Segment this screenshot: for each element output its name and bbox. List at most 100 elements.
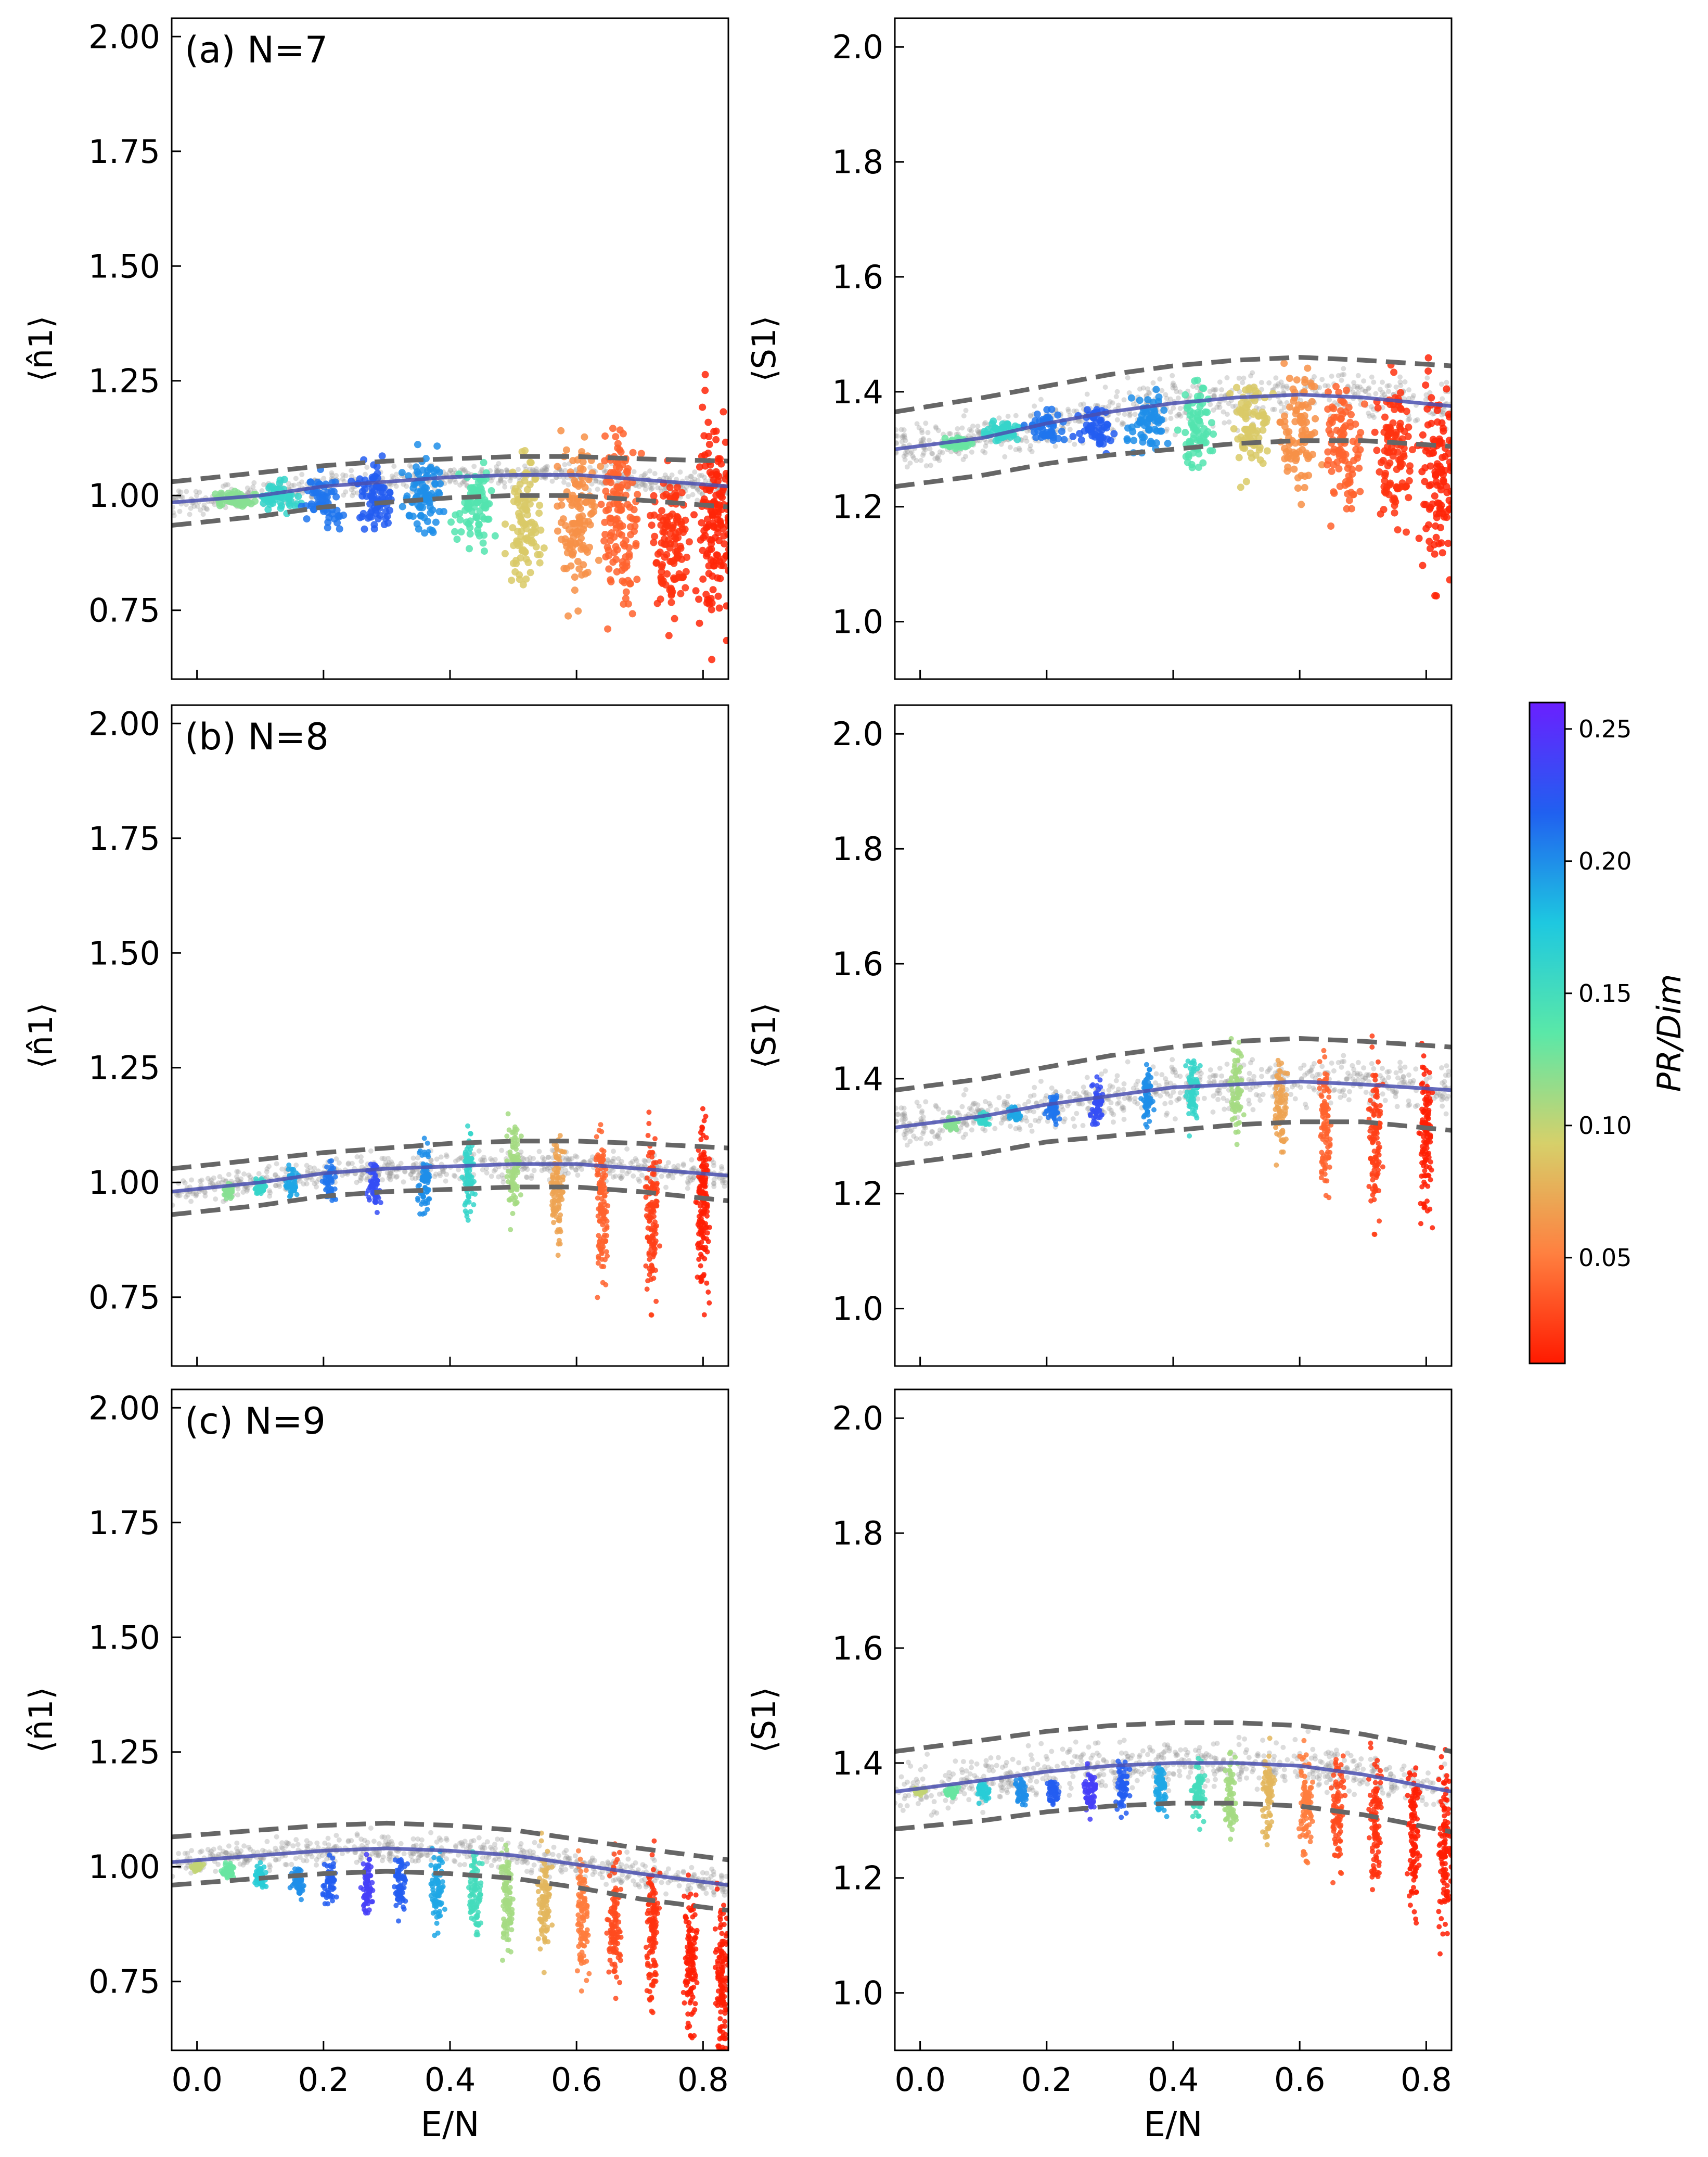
- background-point: [177, 1193, 183, 1198]
- scatter-point: [474, 529, 482, 537]
- scatter-point: [619, 558, 626, 566]
- background-point: [340, 472, 346, 478]
- scatter-point: [1325, 388, 1332, 396]
- scatter-point: [1445, 411, 1452, 418]
- background-point: [1077, 418, 1083, 424]
- background-point: [1140, 385, 1146, 391]
- background-point: [1365, 386, 1371, 392]
- background-point: [1386, 383, 1392, 388]
- scatter-point: [557, 427, 565, 435]
- scatter-point: [277, 502, 285, 510]
- background-point: [562, 468, 568, 474]
- background-point: [1168, 416, 1174, 422]
- background-point: [1258, 380, 1264, 386]
- scatter-point: [526, 569, 534, 577]
- scatter-point: [666, 483, 674, 491]
- background-point: [642, 1163, 648, 1168]
- scatter-point: [1058, 428, 1065, 435]
- background-point: [408, 1171, 414, 1177]
- background-point: [559, 468, 564, 474]
- background-point: [450, 470, 455, 476]
- background-point: [199, 1177, 204, 1183]
- background-point: [1329, 373, 1334, 379]
- background-point: [504, 467, 510, 473]
- background-point: [358, 1176, 364, 1182]
- scatter-point: [536, 559, 544, 567]
- background-point: [984, 440, 989, 445]
- panel-a: 0.751.001.251.501.752.00⟨n̂1⟩(a) N=7: [22, 17, 729, 680]
- scatter-point: [562, 522, 570, 530]
- background-points: [895, 366, 1452, 470]
- scatter-point: [1298, 471, 1305, 479]
- plot-area: [895, 1033, 1452, 1237]
- background-point: [1114, 417, 1120, 423]
- background-point: [1367, 413, 1372, 419]
- background-point: [536, 1148, 542, 1154]
- scatter-point: [596, 1182, 602, 1188]
- background-point: [647, 484, 653, 490]
- background-point: [1411, 393, 1416, 399]
- scatter-point: [596, 1254, 601, 1259]
- scatter-point: [617, 448, 625, 456]
- background-point: [969, 449, 974, 455]
- background-point: [940, 450, 945, 455]
- scatter-point: [1431, 550, 1439, 558]
- background-point: [1226, 419, 1232, 425]
- background-point: [187, 512, 192, 517]
- scatter-point: [1031, 428, 1038, 436]
- scatter-point: [429, 506, 436, 514]
- scatter-point: [536, 502, 544, 509]
- background-point: [341, 479, 347, 484]
- scatter-point: [554, 1198, 560, 1204]
- scatter-point: [1304, 455, 1312, 463]
- background-point: [364, 1175, 370, 1181]
- scatter-point: [569, 457, 577, 465]
- scatter-point: [1282, 448, 1290, 456]
- background-point: [211, 1175, 216, 1181]
- background-point: [699, 491, 705, 496]
- background-point: [527, 1155, 533, 1160]
- background-point: [720, 1180, 726, 1185]
- scatter-point: [453, 535, 461, 543]
- background-point: [383, 1159, 389, 1165]
- scatter-point: [672, 530, 679, 538]
- scatter-point: [550, 1208, 556, 1214]
- background-point: [920, 437, 926, 442]
- background-point: [1355, 386, 1360, 391]
- scatter-point: [595, 1295, 600, 1300]
- background-point: [1163, 428, 1169, 434]
- background-point: [1430, 411, 1435, 417]
- scatter-point: [559, 1196, 565, 1202]
- background-point: [502, 480, 507, 486]
- scatter-point: [700, 1273, 705, 1279]
- scatter-point: [670, 559, 678, 567]
- scatter-point: [1226, 390, 1234, 398]
- scatter-point: [451, 528, 459, 535]
- background-point: [388, 1170, 394, 1176]
- scatter-point: [420, 1173, 426, 1179]
- scatter-point: [597, 501, 605, 508]
- scatter-point: [510, 1174, 516, 1180]
- scatter-point: [1347, 505, 1355, 513]
- scatter-point: [324, 518, 332, 526]
- scatter-point: [1077, 436, 1085, 444]
- scatter-point: [720, 562, 727, 570]
- background-point: [456, 1167, 461, 1172]
- background-point: [1281, 404, 1287, 410]
- scatter-point: [722, 469, 728, 477]
- background-point: [691, 1165, 697, 1171]
- scatter-point: [1123, 435, 1131, 443]
- background-point: [1339, 377, 1344, 383]
- scatter-point: [628, 610, 636, 618]
- scatter-point: [1443, 385, 1450, 393]
- background-point: [1172, 383, 1177, 389]
- scatter-point: [701, 1157, 707, 1163]
- background-point: [388, 1177, 393, 1183]
- background-point: [245, 490, 251, 495]
- background-point: [607, 1170, 613, 1176]
- background-point: [498, 469, 504, 475]
- background-point: [301, 1181, 306, 1187]
- background-point: [641, 473, 647, 478]
- background-point: [393, 483, 399, 489]
- background-point: [666, 1173, 672, 1178]
